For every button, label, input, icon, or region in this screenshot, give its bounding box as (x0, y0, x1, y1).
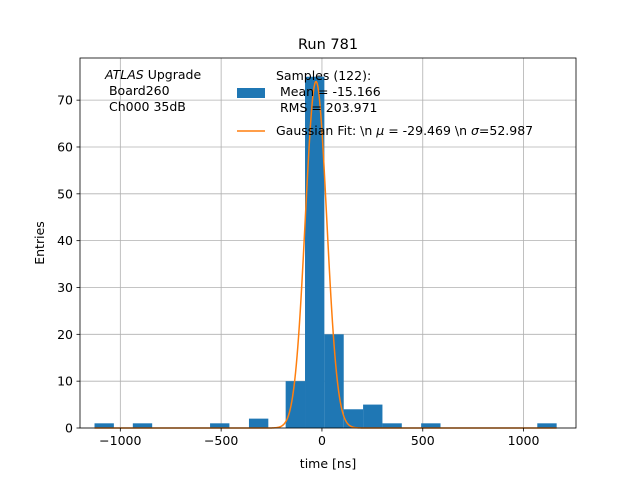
histogram-bar (324, 334, 344, 428)
y-tick-label: 30 (57, 280, 73, 295)
histogram-bar (305, 76, 325, 428)
ticks: −1000 −500 0 500 1000 0 10 20 30 40 50 60 70 (57, 93, 539, 448)
legend-fit-mu: μ (375, 123, 384, 138)
histogram-bar (132, 423, 153, 428)
y-tick-label: 20 (57, 327, 73, 342)
y-axis-label: Entries (32, 221, 47, 265)
x-tick-label: 500 (411, 433, 435, 448)
histogram-bar (343, 409, 364, 428)
x-tick-label: −500 (204, 433, 238, 448)
legend-fit-part-2: = -29.469 \n (384, 123, 471, 138)
legend-fit-part-1: Gaussian Fit: \n (276, 123, 376, 138)
legend-hist-swatch (237, 88, 265, 98)
legend-fit-label: Gaussian Fit: \n μ = -29.469 \n σ=52.987 (276, 123, 533, 138)
y-tick-label: 40 (57, 233, 73, 248)
legend-hist-line-2: Mean = -15.166 (276, 84, 381, 99)
histogram-bar (248, 418, 269, 428)
axes-frame (79, 57, 577, 429)
y-tick-label: 0 (65, 421, 73, 436)
x-tick-label: 0 (318, 433, 326, 448)
annotation-line-3: Ch000 35dB (105, 99, 186, 114)
histogram-bar (537, 423, 557, 428)
x-axis-label: time [ns] (300, 456, 356, 471)
chart-title: Run 781 (298, 37, 358, 53)
histogram-bar (382, 423, 402, 428)
legend-fit-sigma: σ (471, 123, 480, 138)
annotation-line-2: Board260 (105, 83, 170, 98)
annotation-atlas: ATLAS (104, 67, 144, 82)
histogram-bar (421, 423, 441, 428)
y-tick-label: 70 (57, 93, 73, 108)
y-tick-label: 50 (57, 186, 73, 201)
histogram-bar (94, 423, 114, 428)
annotation-upgrade: Upgrade (144, 67, 202, 82)
legend-hist-line-1: Samples (122): (276, 68, 371, 83)
x-tick-label: 1000 (508, 433, 540, 448)
atlas-annotation: ATLAS Upgrade Board260 Ch000 35dB (104, 67, 201, 114)
histogram-bars (94, 76, 557, 428)
y-tick-label: 10 (57, 374, 73, 389)
histogram-bar (363, 404, 383, 428)
legend: Samples (122): Mean = -15.166 RMS = 203.… (237, 68, 533, 138)
legend-fit-part-3: =52.987 (479, 123, 533, 138)
histogram-bar (285, 381, 306, 428)
annotation-line-1: ATLAS Upgrade (104, 67, 201, 82)
histogram-bar (210, 423, 230, 428)
y-tick-label: 60 (57, 139, 73, 154)
x-tick-label: −1000 (99, 433, 141, 448)
legend-hist-line-3: RMS = 203.971 (276, 100, 378, 115)
